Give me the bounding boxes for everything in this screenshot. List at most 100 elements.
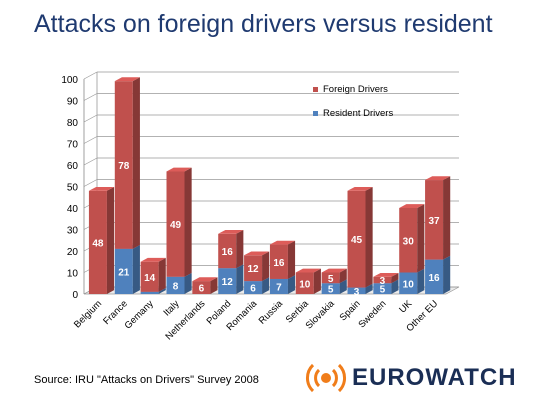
bar-foreign-top (244, 251, 270, 256)
bar-foreign (373, 276, 392, 284)
bar-resident (244, 281, 263, 294)
data-label-resident: 12 (222, 277, 234, 288)
gridline-side (83, 157, 98, 166)
bar-foreign-top (425, 176, 451, 181)
bar-resident-side (132, 245, 140, 294)
bar-foreign (166, 171, 185, 277)
bar-foreign-side (391, 272, 399, 284)
bar-foreign-top (295, 268, 321, 273)
source-note: Source: IRU "Attacks on Drivers" Survey … (34, 374, 259, 386)
bar-resident-side (443, 255, 451, 294)
bar-foreign (321, 272, 340, 284)
bar-resident (269, 278, 288, 294)
data-label-foreign: 49 (170, 220, 182, 231)
slide-title: Attacks on foreign drivers versus reside… (34, 10, 493, 38)
gridline-side (83, 93, 98, 101)
y-tick-label: 20 (67, 247, 79, 258)
data-label-foreign: 6 (199, 284, 205, 295)
bar-foreign (114, 81, 133, 249)
bar-foreign-side (132, 77, 140, 249)
y-tick-label: 60 (67, 161, 79, 172)
legend-swatch (313, 87, 318, 92)
bar-foreign-top (373, 272, 399, 277)
data-label-foreign: 37 (429, 216, 441, 227)
y-tick-label: 0 (72, 290, 78, 301)
bar-resident-side (417, 268, 425, 294)
y-tick-label: 90 (67, 97, 79, 108)
bar-foreign-top (192, 277, 218, 282)
data-label-foreign: 45 (351, 235, 363, 246)
bar-foreign-side (184, 167, 192, 277)
bar-resident-side (287, 275, 296, 294)
x-tick-label: Italy (162, 298, 182, 318)
bar-foreign-side (417, 204, 425, 273)
y-tick-label: 50 (67, 183, 79, 194)
bar-foreign-top (166, 167, 192, 172)
data-label-resident: 3 (354, 287, 360, 298)
legend-label: Resident Drivers (323, 108, 393, 119)
gridline-side (83, 114, 98, 123)
data-label-foreign: 10 (299, 279, 311, 290)
data-label-foreign: 48 (92, 238, 104, 249)
bar-foreign-top (88, 186, 115, 191)
bar-foreign-side (262, 251, 270, 282)
bar-resident (321, 283, 340, 294)
x-tick-label: Sweden (356, 298, 388, 330)
data-label-resident: 10 (403, 279, 415, 290)
bar-foreign-top (114, 77, 140, 82)
data-label-resident: 6 (250, 284, 256, 295)
bar-foreign (88, 190, 107, 294)
bar-resident-side (339, 279, 347, 294)
bar-foreign-side (339, 268, 347, 284)
data-label-foreign: 14 (144, 273, 156, 284)
bar-resident-side (391, 279, 399, 294)
bar-foreign-top (140, 257, 166, 262)
data-label-foreign: 16 (222, 247, 234, 258)
bar-foreign-side (210, 277, 218, 294)
gridline-side (83, 179, 98, 187)
stacked-bar-chart: 010203040506070809010048Belgium2178Franc… (61, 71, 460, 342)
bar-resident-side (262, 277, 270, 294)
bar-resident (373, 283, 392, 294)
data-label-resident: 16 (429, 273, 441, 284)
data-label-foreign: 78 (118, 161, 130, 172)
bar-foreign-side (236, 229, 244, 269)
bar-resident (425, 259, 444, 294)
bar-resident (218, 268, 237, 294)
radio-waves-icon (306, 363, 346, 393)
bar-resident (114, 248, 133, 294)
bar-foreign (295, 272, 314, 294)
bar-foreign (347, 190, 366, 288)
bar-resident (399, 272, 418, 294)
data-label-foreign: 5 (328, 274, 334, 285)
bar-foreign (269, 244, 288, 279)
legend-swatch (313, 111, 318, 116)
bar-resident (347, 287, 366, 294)
y-tick-label: 80 (67, 118, 79, 129)
data-label-resident: 21 (118, 267, 130, 278)
bar-foreign-top (321, 268, 347, 273)
data-label-resident: 7 (276, 282, 282, 293)
legend-label: Foreign Drivers (323, 84, 388, 95)
y-tick-label: 100 (61, 75, 78, 86)
bar-foreign-side (158, 257, 166, 292)
gridline-side (83, 136, 98, 144)
bar-foreign-top (347, 186, 373, 191)
bar-foreign (140, 261, 159, 292)
data-label-resident: 8 (173, 281, 179, 292)
bar-resident (140, 291, 159, 294)
y-tick-label: 30 (67, 226, 79, 237)
bar-resident-side (365, 283, 373, 294)
data-label-foreign: 3 (380, 276, 386, 287)
x-tick-label: Gemany (123, 298, 156, 331)
bar-foreign-side (443, 176, 451, 260)
x-tick-label: Russia (257, 298, 286, 327)
bar-foreign-top (218, 229, 244, 234)
bar-foreign-side (313, 268, 321, 294)
bar-foreign (218, 233, 237, 269)
data-label-resident: 5 (328, 285, 334, 296)
data-label-foreign: 12 (248, 264, 260, 275)
y-tick-label: 10 (67, 269, 79, 280)
bar-foreign-side (106, 186, 115, 294)
bar-foreign (425, 180, 444, 260)
